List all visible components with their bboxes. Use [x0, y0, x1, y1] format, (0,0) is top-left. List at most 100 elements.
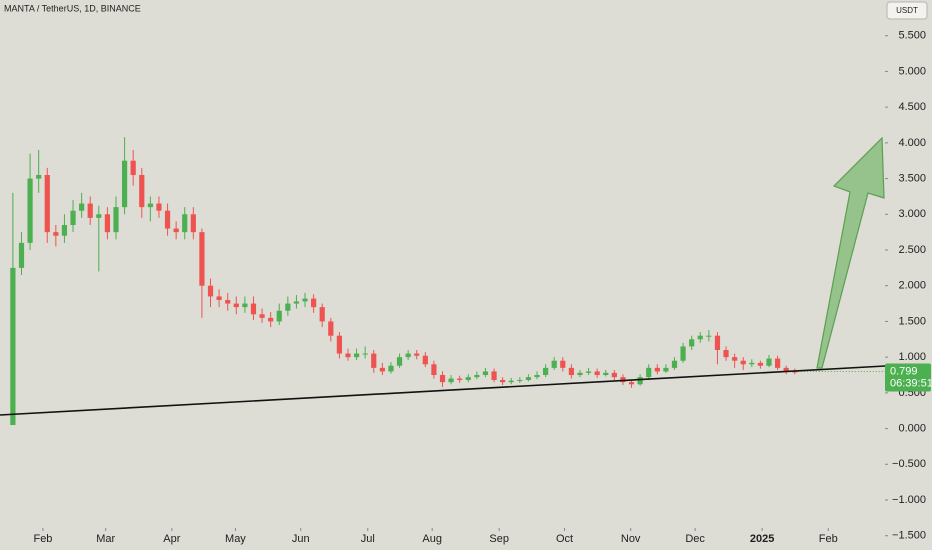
candle-body [439, 375, 446, 383]
candle-body [182, 214, 188, 233]
candle-body [568, 367, 574, 375]
candle-body [749, 362, 755, 365]
chart-title: MANTA / TetherUS, 1D, BINANCE [4, 3, 141, 13]
candle-body [311, 298, 317, 308]
last-price-box [885, 363, 931, 392]
candle-body [268, 317, 274, 322]
candle-body [706, 335, 712, 337]
candle-body [594, 371, 600, 375]
candle-body [474, 375, 480, 378]
candle-body [336, 335, 342, 354]
arrow [816, 136, 885, 369]
candle-body [431, 364, 437, 375]
candle-body [714, 335, 721, 350]
candle-body [328, 321, 334, 336]
y-tick-label: 2.000 [898, 280, 926, 292]
candle-body [551, 360, 557, 368]
y-tick-label: 4.500 [898, 101, 926, 113]
x-tick-label: Mar [96, 533, 115, 545]
candle-body [104, 214, 111, 233]
candle-body [362, 353, 368, 355]
currency-box[interactable] [886, 1, 928, 20]
candle-body [113, 207, 119, 233]
y-tick-label: 3.500 [898, 172, 926, 184]
y-tick-label: 0.000 [898, 422, 926, 434]
candle-body [603, 372, 609, 375]
candle-body [302, 298, 308, 302]
candle-body [723, 350, 729, 358]
y-tick-label: 3.000 [898, 208, 926, 220]
candle-body [345, 353, 351, 358]
x-tick-label: Jun [292, 533, 310, 545]
x-tick-label: Apr [163, 533, 180, 545]
y-tick-label: −0.500 [892, 458, 926, 470]
candle-body [783, 367, 789, 372]
x-tick-label: Jul [361, 533, 375, 545]
candle-body [508, 380, 514, 383]
candle-body [517, 380, 523, 381]
candle-body [199, 232, 205, 286]
candle-body [457, 378, 463, 380]
x-tick-label: Sep [489, 533, 509, 545]
candle-body [628, 382, 635, 385]
candle-body [61, 225, 68, 236]
candle-body [10, 267, 16, 425]
candle-body [18, 242, 25, 268]
x-tick-label: 2025 [750, 533, 774, 545]
candle-body [233, 303, 239, 308]
candle-body [689, 339, 695, 347]
y-tick-label: 1.000 [898, 351, 926, 363]
candle-body [164, 210, 171, 229]
x-tick-label: Feb [33, 533, 52, 545]
candle-body [216, 296, 222, 300]
candle-body [422, 355, 428, 365]
candle-body [637, 377, 643, 385]
candle-body [491, 371, 497, 380]
candle-body [139, 175, 145, 208]
candle-body [44, 175, 50, 233]
last-price: 0.799 [890, 365, 918, 377]
plot [10, 137, 885, 425]
candle-body [285, 303, 291, 311]
candle-body [36, 175, 42, 179]
x-tick-label: Oct [556, 533, 573, 545]
y-tick-label: −1.000 [892, 494, 926, 506]
candle-body [732, 357, 738, 361]
candle-body [697, 335, 703, 340]
candle-body [620, 377, 626, 383]
y-tick-label: 2.500 [898, 244, 926, 256]
candle-body [396, 357, 403, 366]
y-tick-label: 5.500 [898, 30, 926, 42]
candle-body [87, 203, 93, 218]
candle-body [543, 367, 549, 375]
candle-body [96, 214, 102, 218]
candle-body [500, 380, 506, 383]
candle-body [27, 178, 33, 243]
candle-body [611, 372, 617, 378]
candle-body [293, 301, 300, 304]
candle-body [353, 353, 360, 358]
candle-body [371, 353, 377, 368]
candle-body [242, 303, 248, 308]
y-tick-label: 1.500 [898, 315, 926, 327]
candle-body [482, 371, 489, 375]
candle-body [414, 353, 420, 356]
candle-body [663, 367, 669, 372]
candle-body [646, 367, 652, 378]
candle-body [534, 375, 540, 378]
candle-body [585, 371, 592, 373]
candle-body [225, 300, 231, 304]
candle-body [79, 203, 85, 211]
candle-body [774, 358, 781, 368]
candle-body [250, 303, 257, 315]
candle-body [156, 203, 162, 211]
candle-body [207, 285, 214, 297]
candle-body [130, 160, 136, 175]
candle-body [259, 314, 265, 318]
currency[interactable]: USDT [896, 6, 918, 15]
candle-body [740, 360, 746, 365]
x-tick-label: May [225, 533, 246, 545]
candle-body [190, 214, 196, 233]
candle-body [525, 377, 532, 380]
y-tick-label: −1.500 [892, 530, 926, 542]
